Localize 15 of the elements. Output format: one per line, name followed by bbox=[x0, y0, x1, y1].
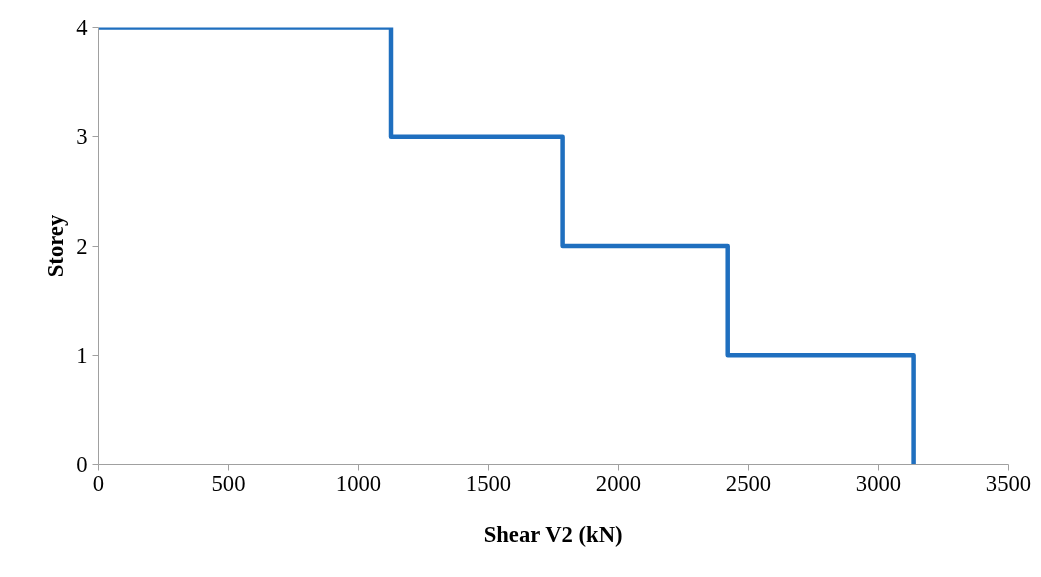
y-tick-label: 0 bbox=[76, 452, 88, 477]
x-tick-label: 2000 bbox=[595, 470, 642, 496]
x-tick-label: 3500 bbox=[985, 470, 1032, 496]
x-tick-label: 1000 bbox=[335, 470, 382, 496]
x-tick-label: 3000 bbox=[855, 470, 902, 496]
x-tick-label: 2500 bbox=[725, 470, 772, 496]
x-tick-label: 1500 bbox=[465, 470, 512, 496]
y-tick-label: 2 bbox=[76, 233, 88, 259]
x-tick-label: 500 bbox=[211, 470, 246, 496]
y-axis-title: Storey bbox=[43, 214, 69, 278]
x-axis-title: Shear V2 (kN) bbox=[483, 521, 623, 547]
y-tick-label: 1 bbox=[76, 342, 88, 368]
y-tick-label: 3 bbox=[76, 124, 88, 150]
y-tick-label: 4 bbox=[76, 15, 88, 40]
x-tick-label: 0 bbox=[92, 470, 105, 496]
